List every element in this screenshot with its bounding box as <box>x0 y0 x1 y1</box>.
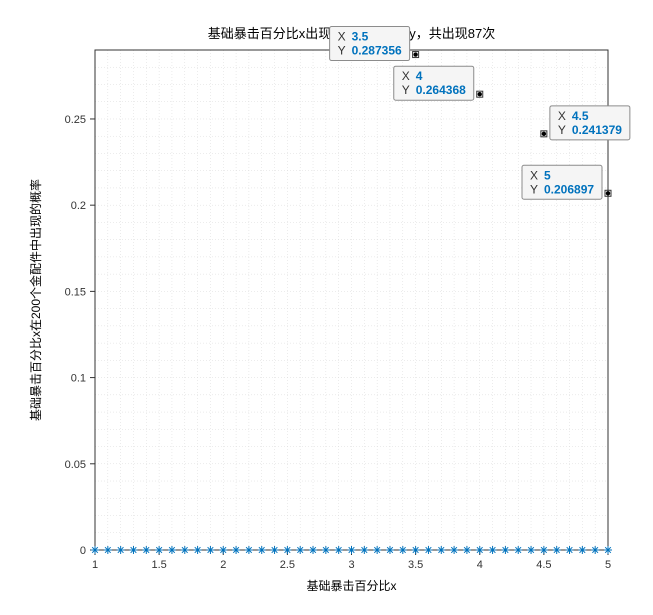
data-point <box>413 52 417 56</box>
chart-container: 1 1.5 2 2.5 3 3.5 4 4.5 5 0 0.05 0.1 0.15 0.2 0.25 基础暴击… <box>0 0 653 615</box>
datatip-x-label: X <box>402 69 410 83</box>
data-marker <box>489 546 497 554</box>
datatip-y-label: Y <box>558 123 566 137</box>
data-marker <box>360 546 368 554</box>
data-marker <box>168 546 176 554</box>
y-tick-label: 0 <box>80 545 86 557</box>
datatip-y-label: Y <box>402 83 410 97</box>
data-marker <box>463 546 471 554</box>
data-marker <box>283 546 291 554</box>
datatip-x-label: X <box>530 168 538 182</box>
data-marker <box>514 546 522 554</box>
x-tick-label: 2.5 <box>280 559 295 571</box>
x-tick-label: 3.5 <box>408 559 423 571</box>
data-marker <box>386 546 394 554</box>
datatip-y-value: 0.206897 <box>544 182 594 196</box>
datatip-x-value: 3.5 <box>352 30 369 44</box>
x-tick-label: 1 <box>92 559 98 571</box>
datatip-y-label: Y <box>338 44 346 58</box>
y-tick-label: 0.1 <box>71 373 86 385</box>
datatip-x-value: 4 <box>416 69 423 83</box>
x-tick-label: 1.5 <box>151 559 166 571</box>
x-tick-label: 4.5 <box>536 559 551 571</box>
data-marker <box>181 546 189 554</box>
data-marker <box>258 546 266 554</box>
data-marker <box>437 546 445 554</box>
data-marker <box>424 546 432 554</box>
y-tick-label: 0.05 <box>65 459 86 471</box>
datatip-y-label: Y <box>530 182 538 196</box>
y-axis-label: 基础暴击百分比x在200个金配件中出现的概率 <box>28 179 43 421</box>
data-marker <box>309 546 317 554</box>
data-marker <box>142 546 150 554</box>
data-marker <box>91 546 99 554</box>
datatip[interactable]: X 4Y 0.264368 <box>394 66 483 100</box>
datatip-y-value: 0.287356 <box>352 44 402 58</box>
data-marker <box>591 546 599 554</box>
chart-svg: 1 1.5 2 2.5 3 3.5 4 4.5 5 0 0.05 0.1 0.15 0.2 0.25 基础暴击… <box>0 0 653 615</box>
data-marker <box>335 546 343 554</box>
datatip-x-label: X <box>338 30 346 44</box>
datatip-x-value: 4.5 <box>572 109 589 123</box>
data-marker <box>245 546 253 554</box>
datatip[interactable]: X 4.5 Y 0.241379 <box>541 106 630 140</box>
datatip-x-value: 5 <box>544 168 551 182</box>
data-marker <box>155 546 163 554</box>
x-tick-label: 5 <box>605 559 611 571</box>
data-marker <box>450 546 458 554</box>
datatip[interactable]: X 3.5 Y 0.287356 <box>330 27 419 61</box>
datatip-y-value: 0.241379 <box>572 123 622 137</box>
data-marker <box>194 546 202 554</box>
data-marker <box>527 546 535 554</box>
datatip-x-label: X <box>558 109 566 123</box>
datatip-y-value: 0.264368 <box>416 83 466 97</box>
y-tick-label: 0.25 <box>65 114 86 126</box>
data-marker <box>553 546 561 554</box>
data-marker <box>271 546 279 554</box>
x-tick-label: 2 <box>220 559 226 571</box>
data-marker <box>206 546 214 554</box>
data-marker <box>348 546 356 554</box>
data-marker <box>566 546 574 554</box>
data-marker <box>412 546 420 554</box>
data-marker <box>117 546 125 554</box>
data-point <box>542 132 546 136</box>
data-marker <box>322 546 330 554</box>
data-marker <box>373 546 381 554</box>
data-marker <box>104 546 112 554</box>
x-tick-label: 3 <box>348 559 354 571</box>
data-marker <box>399 546 407 554</box>
data-marker <box>540 546 548 554</box>
y-tick-label: 0.15 <box>65 286 86 298</box>
data-marker <box>129 546 137 554</box>
data-marker <box>501 546 509 554</box>
x-axis-label: 基础暴击百分比x <box>306 579 396 593</box>
data-marker <box>219 546 227 554</box>
data-marker <box>604 546 612 554</box>
data-marker <box>578 546 586 554</box>
data-marker <box>476 546 484 554</box>
data-point <box>478 92 482 96</box>
datatip[interactable]: X 5Y 0.206897 <box>522 165 611 199</box>
data-marker <box>296 546 304 554</box>
y-tick-label: 0.2 <box>71 200 86 212</box>
x-tick-label: 4 <box>477 559 483 571</box>
data-point <box>606 191 610 195</box>
data-marker <box>232 546 240 554</box>
